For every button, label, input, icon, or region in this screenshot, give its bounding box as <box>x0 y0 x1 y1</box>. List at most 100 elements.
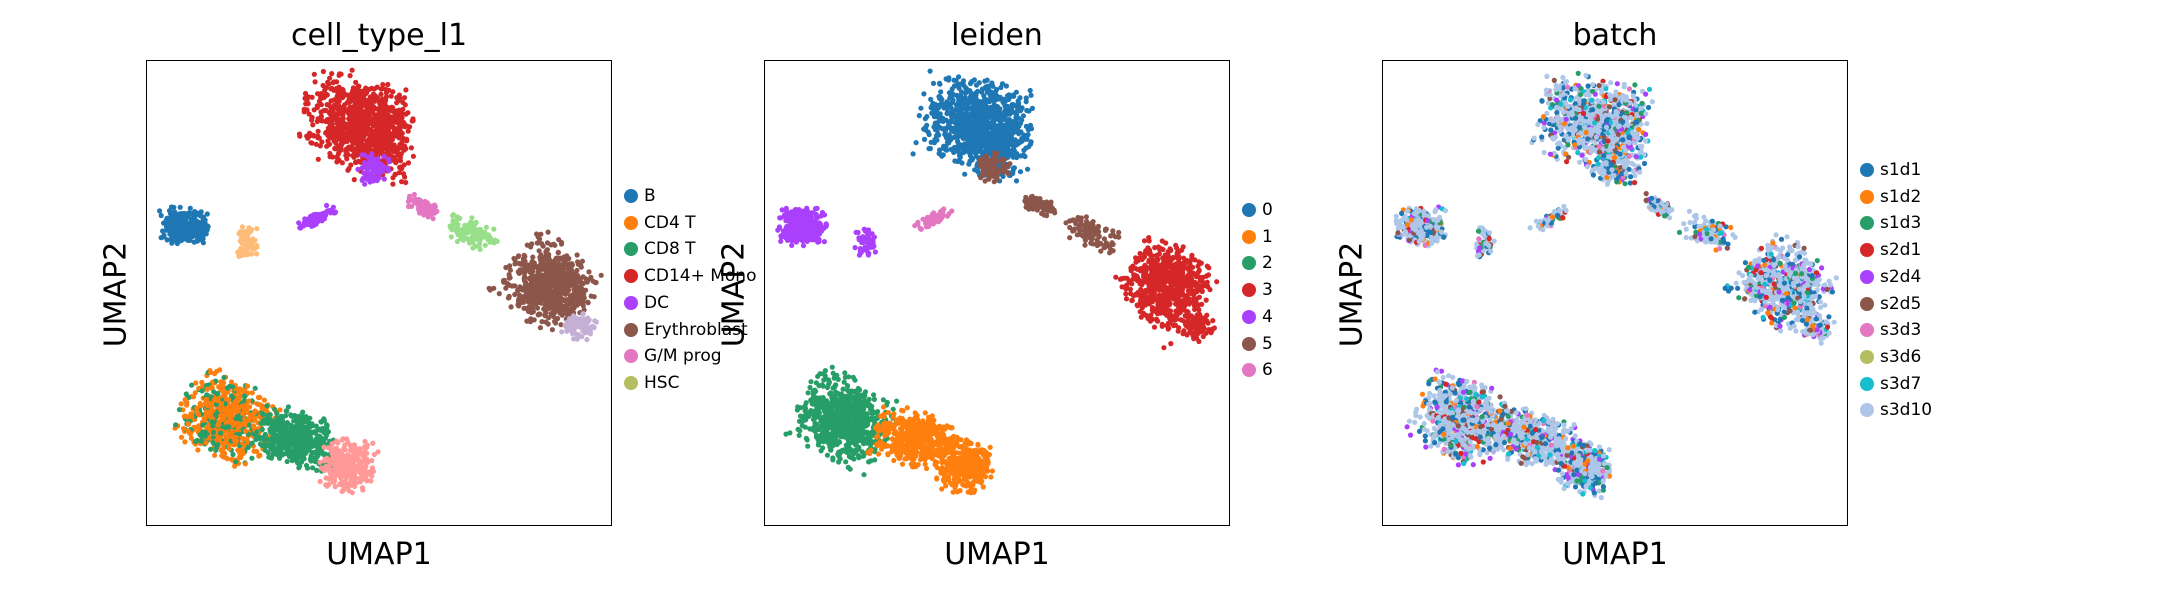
scatter-point <box>955 124 961 130</box>
scatter-point <box>286 453 292 460</box>
scatter-point <box>559 329 565 335</box>
scatter-point <box>194 424 200 430</box>
scatter-point <box>318 465 324 471</box>
scatter-point <box>571 291 577 297</box>
scatter-point <box>922 116 928 122</box>
scatter-point <box>317 478 323 485</box>
scatter-point <box>283 425 289 431</box>
scatter-point <box>265 450 271 456</box>
scatter-point <box>197 221 203 227</box>
scatter-point <box>234 427 240 433</box>
scatter-point <box>574 252 580 258</box>
scatter-point <box>566 266 572 272</box>
scatter-point <box>363 463 369 470</box>
scatter-point <box>979 86 985 92</box>
scatter-point <box>1021 152 1027 158</box>
scatter-point <box>348 162 354 168</box>
scatter-point <box>506 293 512 299</box>
scatter-point <box>1018 129 1024 135</box>
scatter-point <box>1000 139 1007 145</box>
scatter-point <box>448 225 454 231</box>
scatter-point <box>308 440 314 446</box>
scatter-point <box>486 285 492 291</box>
scatter-point <box>235 249 241 255</box>
scatter-point <box>295 460 301 466</box>
scatter-point <box>318 419 324 425</box>
scatter-point <box>538 231 544 237</box>
scatter-point <box>334 465 340 471</box>
scatter-point <box>331 461 337 467</box>
scatter-point <box>242 461 248 467</box>
scatter-point <box>375 111 382 117</box>
scatter-point <box>368 110 374 116</box>
scatter-point <box>365 97 371 104</box>
scatter-point <box>997 96 1003 102</box>
scatter-point <box>351 177 357 183</box>
scatter-point <box>246 241 252 247</box>
scatter-point <box>543 286 549 293</box>
scatter-point <box>250 423 257 429</box>
scatter-point <box>381 132 387 138</box>
scatter-point <box>984 77 990 83</box>
scatter-point <box>963 120 970 126</box>
scatter-point <box>178 434 185 440</box>
scatter-point <box>385 165 391 171</box>
scatter-point <box>312 450 318 456</box>
scatter-point <box>250 236 256 242</box>
scatter-point <box>380 82 386 88</box>
scatter-point <box>314 454 320 460</box>
scatter-point <box>402 143 408 149</box>
scatter-point <box>589 323 595 329</box>
scatter-point <box>315 135 321 141</box>
scatter-point <box>361 444 368 450</box>
scatter-point <box>432 202 438 208</box>
scatter-point <box>338 473 344 479</box>
scatter-point <box>353 126 360 132</box>
scatter-point <box>582 323 588 329</box>
scatter-point <box>217 434 223 441</box>
scatter-point <box>1001 96 1007 102</box>
scatter-point <box>930 80 937 86</box>
scatter-point <box>483 224 489 230</box>
scatter-point <box>388 93 394 99</box>
scatter-point <box>353 98 359 104</box>
scatter-point <box>300 409 306 415</box>
scatter-point <box>314 444 320 450</box>
scatter-point <box>979 115 985 121</box>
scatter-point <box>427 212 433 218</box>
scatter-point <box>391 155 397 161</box>
scatter-point <box>382 96 388 102</box>
scatter-point <box>280 435 286 442</box>
scatter-point <box>359 126 365 132</box>
scatter-point <box>507 267 513 273</box>
scatter-point <box>213 401 220 407</box>
scatter-point <box>353 159 359 166</box>
scatter-point <box>576 292 582 298</box>
scatter-point <box>946 132 952 138</box>
scatter-point <box>380 121 386 127</box>
scatter-point <box>518 294 524 300</box>
scatter-point <box>228 379 235 385</box>
scatter-point <box>593 319 599 325</box>
scatter-point <box>538 299 544 306</box>
scatter-point <box>937 118 943 124</box>
legend-marker <box>624 242 638 257</box>
scatter-point <box>343 468 349 474</box>
legend-item: G/M prog <box>624 346 722 366</box>
scatter-point <box>201 415 207 421</box>
scatter-point <box>348 113 354 119</box>
scatter-point <box>417 197 423 203</box>
scatter-point <box>316 98 322 104</box>
scatter-point <box>236 231 242 237</box>
scatter-point <box>371 140 377 146</box>
scatter-point <box>353 79 359 85</box>
scatter-point <box>349 145 355 151</box>
scatter-point <box>469 215 475 221</box>
scatter-point <box>464 230 470 236</box>
scatter-point <box>285 404 291 410</box>
scatter-point <box>340 87 346 93</box>
scatter-point <box>314 105 320 111</box>
scatter-point <box>321 108 327 114</box>
scatter-point <box>1015 106 1021 112</box>
scatter-point <box>241 237 247 243</box>
